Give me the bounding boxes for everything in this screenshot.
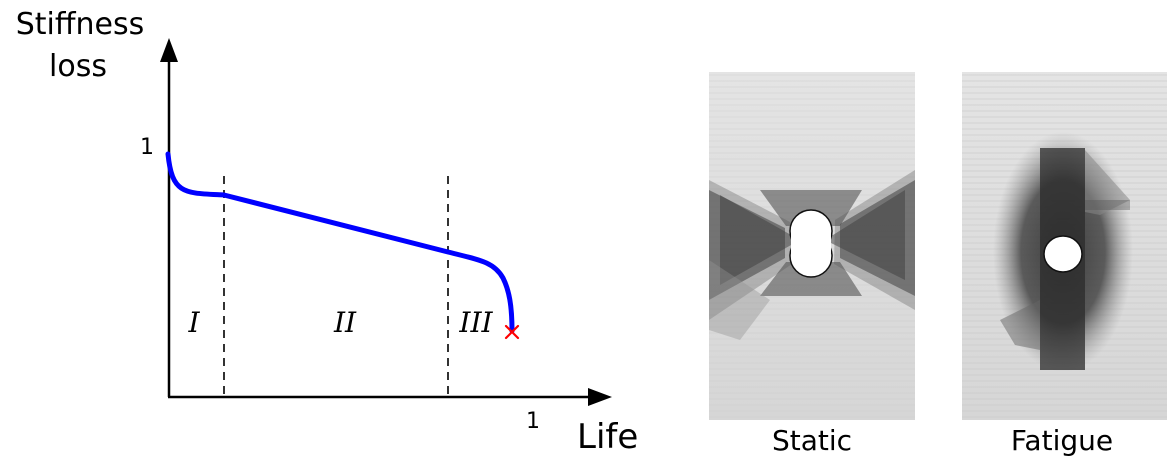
region-label-2: II <box>333 306 357 339</box>
fatigue-specimen-hole <box>1043 235 1083 273</box>
y-axis-label-line2: loss <box>49 49 107 84</box>
y-axis-label-line1: Stiffness <box>16 7 145 42</box>
x-axis-arrowhead <box>588 388 612 406</box>
failure-marker <box>504 324 520 340</box>
stiffness-loss-diagram: Stiffness loss Life 1 1 I II III <box>16 7 639 457</box>
fatigue-caption: Fatigue <box>1011 424 1113 457</box>
x-axis-label: Life <box>577 417 638 457</box>
y-axis-arrowhead <box>160 38 178 62</box>
static-caption: Static <box>772 424 852 457</box>
stiffness-curve <box>165 151 515 334</box>
region-label-1: I <box>187 306 200 339</box>
x-tick-label: 1 <box>526 409 540 434</box>
static-specimen-image <box>709 72 915 420</box>
y-tick-label: 1 <box>140 135 154 160</box>
static-specimen-hole <box>789 209 833 278</box>
fatigue-specimen-image <box>962 72 1167 420</box>
region-label-3: III <box>458 306 493 339</box>
